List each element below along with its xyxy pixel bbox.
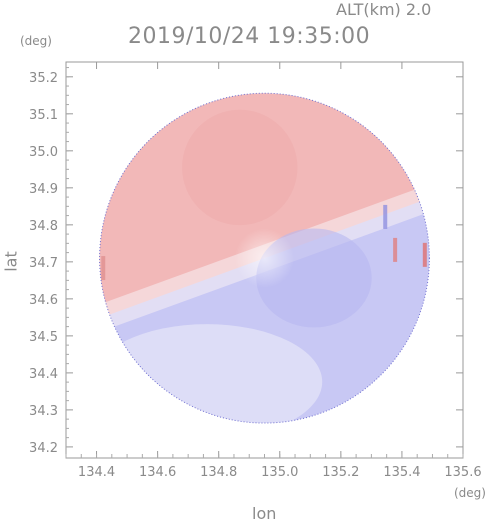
x-tick-labels: 134.4 134.6 134.8 135.0 135.2 135.4 135.6 xyxy=(78,465,482,480)
y-tick-label: 34.7 xyxy=(29,256,58,271)
x-axis-title: lon xyxy=(252,504,277,523)
x-tick-label: 135.2 xyxy=(322,465,359,480)
y-tick-label: 35.1 xyxy=(29,108,58,123)
y-axis-unit: (deg) xyxy=(20,34,52,48)
radar-range-ring xyxy=(99,92,430,424)
timestamp-title: 2019/10/24 19:35:00 xyxy=(128,24,371,49)
clutter-streak xyxy=(101,256,106,281)
x-axis-unit: (deg) xyxy=(454,486,486,500)
altitude-label: ALT(km) 2.0 xyxy=(336,0,432,19)
y-tick-label: 34.9 xyxy=(29,182,58,197)
x-tick-label: 134.6 xyxy=(139,465,176,480)
y-tick-label: 35.0 xyxy=(29,145,58,160)
clutter-streak xyxy=(393,237,398,262)
y-tick-label: 34.5 xyxy=(29,330,58,345)
x-tick-label: 134.8 xyxy=(200,465,237,480)
doppler-disk xyxy=(99,93,430,424)
tick-marks xyxy=(65,62,464,458)
y-tick-label: 34.3 xyxy=(29,404,58,419)
clutter-streak xyxy=(422,242,427,267)
x-tick-label: 134.4 xyxy=(78,465,115,480)
clutter-streak xyxy=(383,204,388,229)
center-fade xyxy=(99,93,430,424)
y-tick-label: 34.2 xyxy=(29,441,58,456)
x-tick-label: 135.4 xyxy=(383,465,420,480)
y-tick-label: 34.4 xyxy=(29,367,58,382)
x-tick-label: 135.6 xyxy=(444,465,481,480)
y-tick-labels: 34.2 34.3 34.4 34.5 34.6 34.7 34.8 34.9 35.0 35.1… xyxy=(29,71,58,456)
y-tick-label: 34.8 xyxy=(29,219,58,234)
x-tick-label: 135.0 xyxy=(261,465,298,480)
y-tick-label: 35.2 xyxy=(29,71,58,86)
y-tick-label: 34.6 xyxy=(29,293,58,308)
